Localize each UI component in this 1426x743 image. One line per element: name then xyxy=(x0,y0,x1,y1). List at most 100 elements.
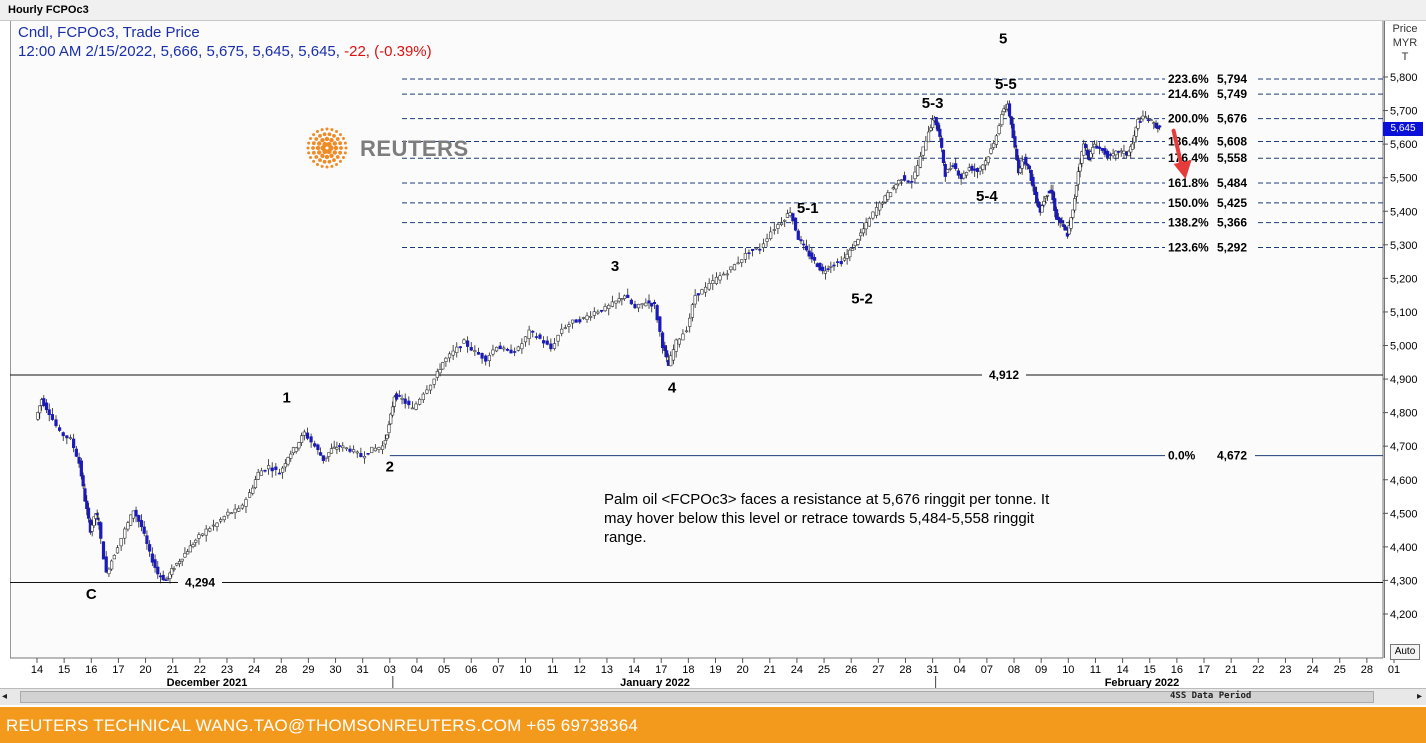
candle-body xyxy=(403,398,407,404)
candle-body xyxy=(200,533,205,536)
candle-body xyxy=(610,301,614,307)
candle-body xyxy=(906,180,910,183)
candle-body xyxy=(197,534,201,539)
candle-body xyxy=(1062,224,1066,228)
candle-body xyxy=(1156,127,1160,129)
candle-body xyxy=(902,175,907,181)
candle-body xyxy=(494,346,499,352)
candle-body xyxy=(373,447,377,452)
auto-scale-button[interactable]: Auto xyxy=(1390,644,1420,660)
time-tick-label: 27 xyxy=(872,664,884,676)
candle-body xyxy=(897,179,901,185)
candle-body xyxy=(204,528,208,536)
scroll-left-icon[interactable]: ◂ xyxy=(2,691,8,702)
candle-body xyxy=(1035,191,1039,203)
candle-body xyxy=(804,245,809,251)
logo-dot xyxy=(341,156,345,159)
candle-body xyxy=(61,432,65,437)
candle-body xyxy=(226,511,230,516)
candle-body xyxy=(620,298,624,300)
candle-body xyxy=(818,262,822,271)
candle-body xyxy=(150,553,154,563)
candle-body xyxy=(1042,201,1046,206)
price-axis-header: Price MYR T xyxy=(1385,22,1425,64)
horizontal-scrollbar[interactable]: ◂ 4SS Data Period ▸ xyxy=(0,688,1426,705)
candle-body xyxy=(994,135,998,145)
candle-body xyxy=(211,524,216,527)
logo-dot xyxy=(329,138,334,143)
candle-body xyxy=(164,579,168,581)
candle-body xyxy=(669,355,673,367)
candle-body xyxy=(148,544,152,552)
candle-body xyxy=(441,362,445,370)
price-tick-label: 5,100 xyxy=(1390,307,1418,319)
candle-body xyxy=(286,457,290,465)
candle-body xyxy=(640,303,644,306)
candle-body xyxy=(886,192,890,200)
wave-label: 1 xyxy=(283,390,291,407)
candle-body xyxy=(119,538,123,547)
candle-body xyxy=(355,451,359,454)
candle-body xyxy=(836,261,840,263)
candle-body xyxy=(344,447,348,450)
candle-body xyxy=(1049,189,1053,192)
candle-body xyxy=(1074,185,1079,197)
scrollbar-thumb[interactable] xyxy=(20,691,1374,703)
candle-body xyxy=(289,453,293,459)
candle-body xyxy=(629,299,633,305)
candle-body xyxy=(168,572,172,579)
candle-body xyxy=(90,524,94,532)
candle-body xyxy=(934,117,938,126)
candle-body xyxy=(425,389,429,394)
fibonacci-price: 4,672 xyxy=(1217,449,1247,463)
time-tick-label: 23 xyxy=(1279,664,1291,676)
time-tick-label: 20 xyxy=(737,664,749,676)
fibonacci-percent: 223.6% xyxy=(1168,72,1209,86)
candle-body xyxy=(1154,122,1158,128)
price-tick-label: 5,600 xyxy=(1390,139,1418,151)
reuters-logo: REUTERS xyxy=(303,125,468,171)
time-tick-label: 07 xyxy=(981,664,993,676)
candle-body xyxy=(348,448,352,452)
logo-dot xyxy=(309,156,313,159)
wave-label: 5-3 xyxy=(922,95,944,112)
candle-body xyxy=(400,397,404,400)
candle-body xyxy=(660,332,665,349)
candle-body xyxy=(1064,226,1068,231)
candle-body xyxy=(633,303,637,309)
candle-body xyxy=(821,266,825,272)
candle-body xyxy=(451,350,455,356)
fibonacci-price: 5,749 xyxy=(1217,87,1247,101)
candle-body xyxy=(177,561,182,565)
candle-body xyxy=(309,436,313,443)
logo-dot xyxy=(317,141,322,146)
scroll-right-icon[interactable]: ▸ xyxy=(1416,691,1422,702)
candle-body xyxy=(1082,143,1086,156)
logo-dot xyxy=(314,155,319,159)
candle-body xyxy=(389,413,393,425)
logo-dot xyxy=(325,127,329,131)
logo-dot xyxy=(320,138,325,143)
candle-body xyxy=(975,168,980,172)
candle-body xyxy=(1060,220,1064,224)
candle-body xyxy=(274,466,278,470)
candle-body xyxy=(432,378,436,385)
fibonacci-percent: 138.2% xyxy=(1168,216,1209,230)
candle-body xyxy=(219,519,223,522)
time-tick-label: 25 xyxy=(1334,664,1346,676)
candle-body xyxy=(387,424,391,434)
price-tick-label: 4,900 xyxy=(1390,374,1418,386)
candle-body xyxy=(799,239,803,242)
candle-body xyxy=(480,353,484,359)
logo-dot xyxy=(312,133,316,137)
level-label: 4,912 xyxy=(989,368,1019,382)
candle-body xyxy=(785,213,790,218)
candle-body xyxy=(883,195,887,203)
candle-body xyxy=(681,333,685,341)
candle-body xyxy=(1015,148,1019,160)
candle-body xyxy=(585,315,589,320)
candle-body xyxy=(156,566,160,575)
candle-body xyxy=(542,340,546,344)
candle-body xyxy=(92,516,96,526)
time-tick-label: 22 xyxy=(194,664,206,676)
